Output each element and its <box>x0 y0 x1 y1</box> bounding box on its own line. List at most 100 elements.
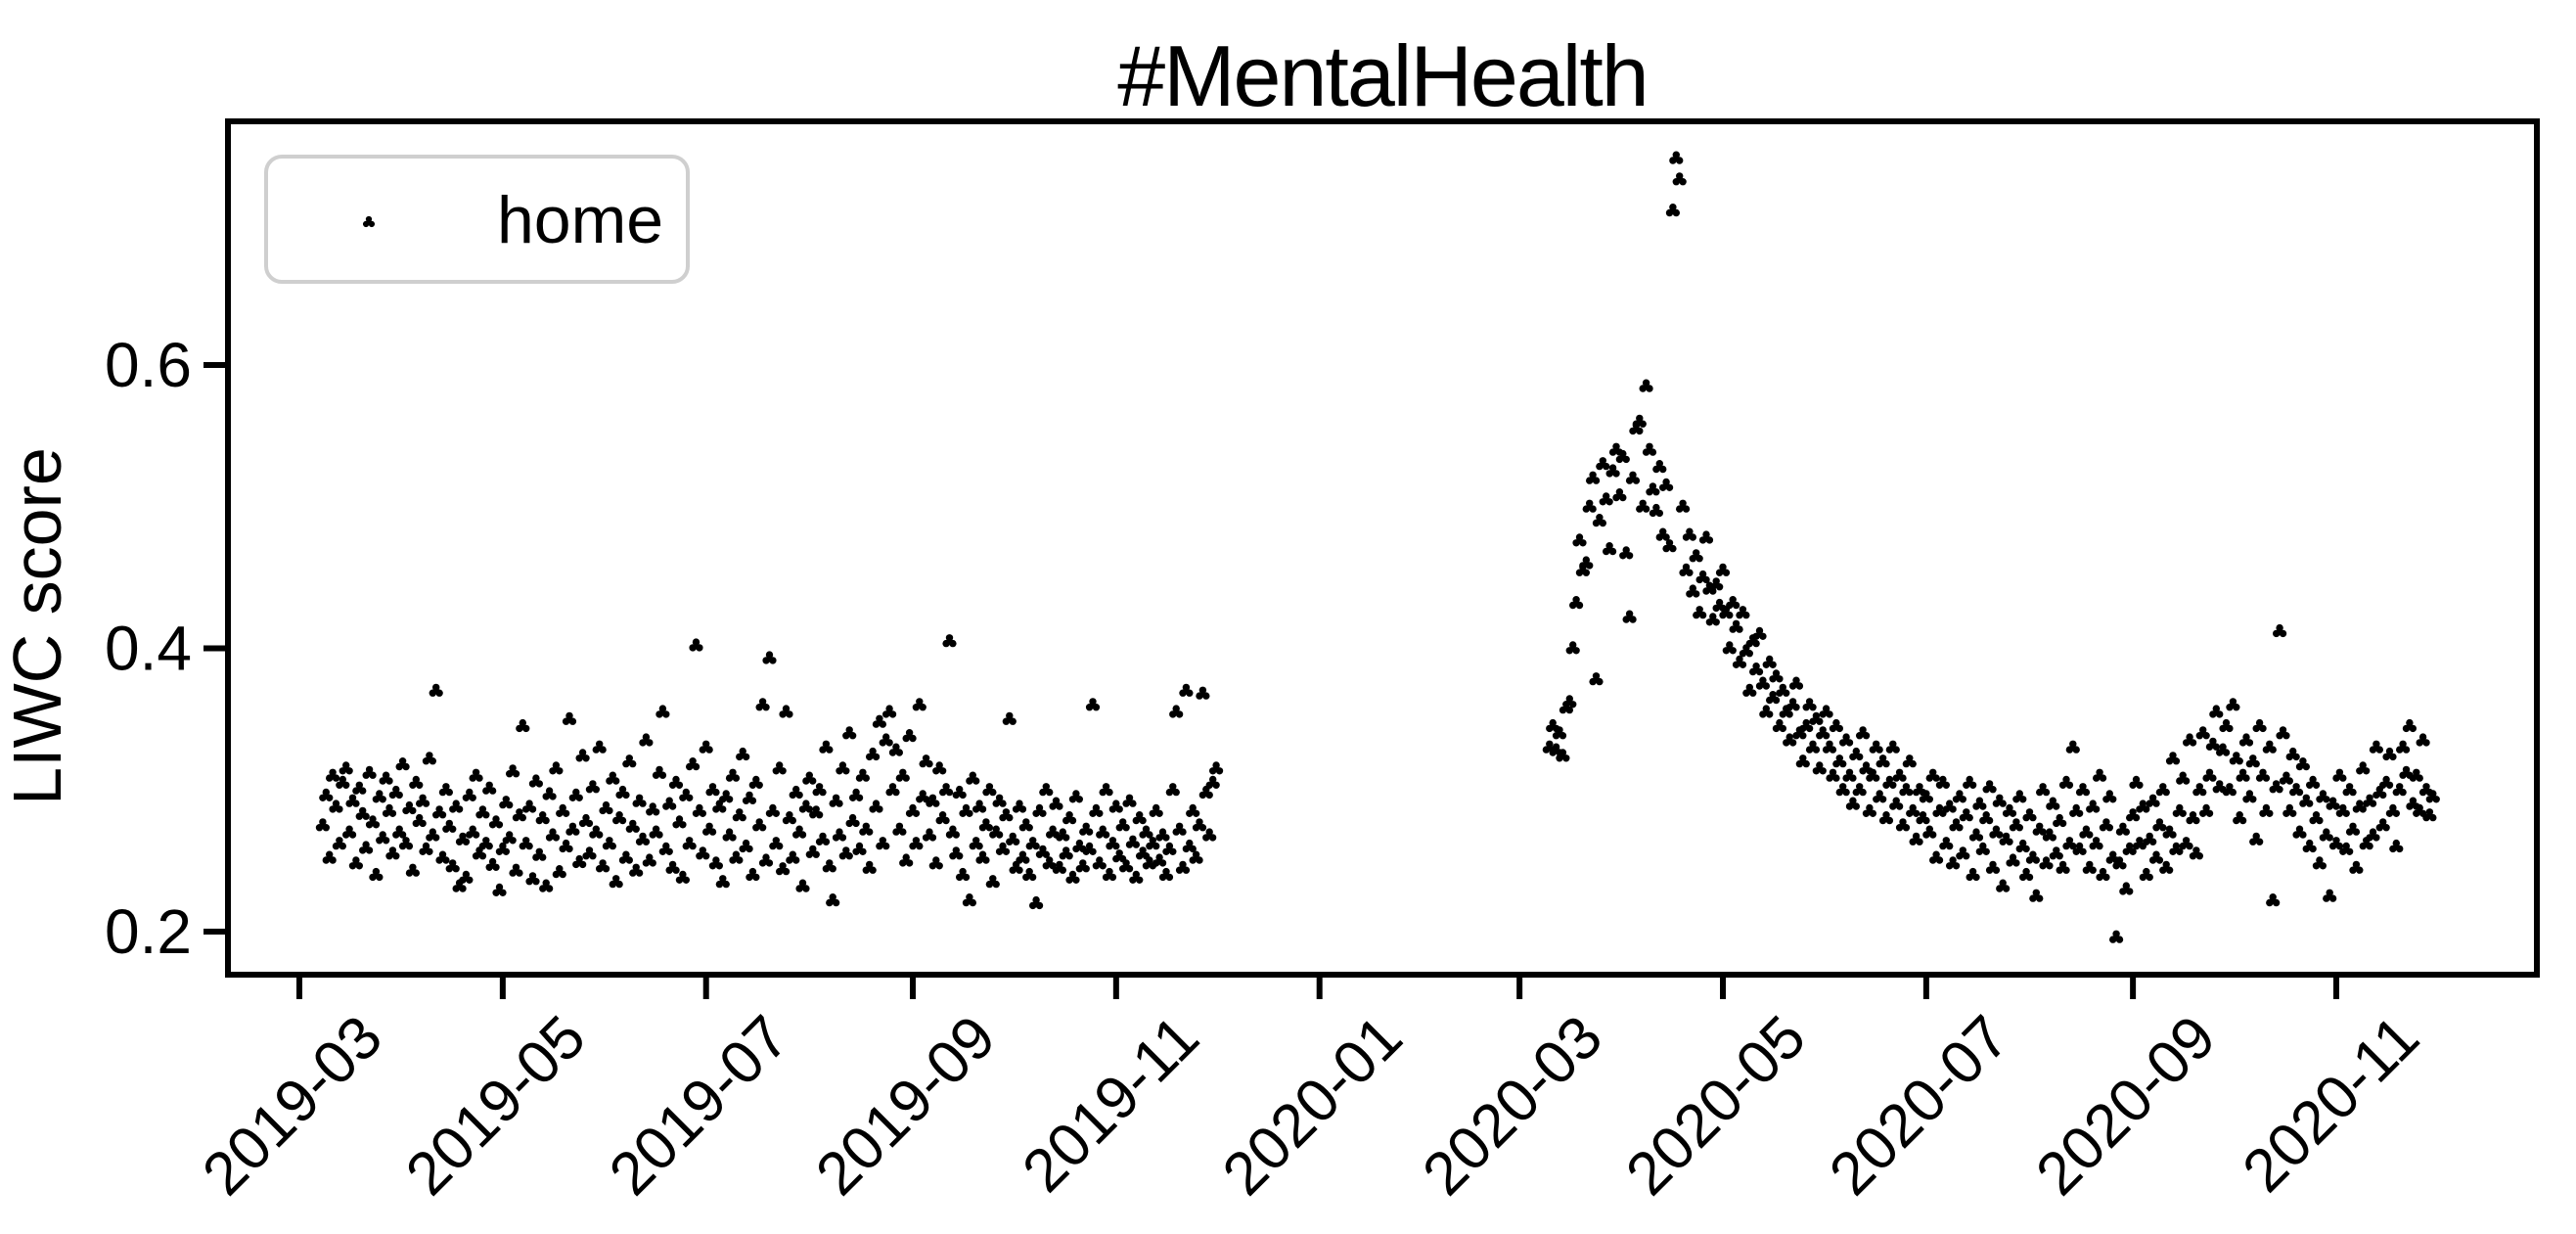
data-point <box>578 813 594 828</box>
data-point <box>426 828 440 842</box>
data-point <box>1056 828 1070 842</box>
data-point <box>892 822 907 836</box>
data-point <box>2416 733 2430 747</box>
data-point <box>2006 853 2020 867</box>
data-point <box>928 856 943 870</box>
data-point <box>2245 754 2260 768</box>
data-point <box>379 771 393 785</box>
data-point <box>739 839 753 853</box>
data-point <box>1619 546 1634 560</box>
data-point <box>1649 503 1663 518</box>
data-point <box>339 761 353 775</box>
y-tick-label: 0.4 <box>105 614 192 684</box>
data-point <box>689 638 703 652</box>
data-point <box>1972 797 1987 810</box>
data-point <box>1659 478 1674 491</box>
data-point <box>1832 754 1847 768</box>
data-point <box>686 757 700 771</box>
data-point <box>1569 596 1584 610</box>
data-point <box>1075 859 1090 873</box>
data-point <box>1992 794 2007 807</box>
data-point <box>1642 442 1657 456</box>
data-point <box>855 768 870 782</box>
data-point <box>362 765 377 779</box>
data-point <box>2312 856 2327 870</box>
data-point <box>1869 740 1883 754</box>
data-point <box>1982 780 1997 794</box>
data-point <box>1129 870 1144 884</box>
data-point <box>1835 783 1850 797</box>
data-point <box>2279 771 2293 785</box>
data-point <box>2319 828 2333 842</box>
data-point <box>812 783 827 797</box>
data-point <box>1802 698 1817 711</box>
legend-label: home <box>497 183 663 257</box>
data-point <box>2096 867 2110 882</box>
data-point <box>615 785 630 800</box>
data-point <box>435 850 450 864</box>
data-point <box>582 846 597 860</box>
data-point <box>786 850 800 864</box>
data-point <box>652 765 667 779</box>
data-point <box>2236 768 2250 782</box>
data-point <box>792 825 807 839</box>
data-point <box>522 800 537 813</box>
data-point <box>612 811 627 825</box>
data-point <box>822 859 836 873</box>
data-point <box>1085 698 1101 711</box>
data-point <box>912 698 926 711</box>
data-point <box>1856 726 1871 740</box>
data-point <box>1826 768 1840 782</box>
data-point <box>2022 808 2037 822</box>
data-point <box>1902 754 1917 768</box>
data-point <box>506 764 520 778</box>
data-point <box>1012 800 1027 813</box>
data-point <box>732 808 746 822</box>
data-point <box>2302 839 2317 853</box>
data-point <box>1679 563 1694 576</box>
data-point <box>2075 783 2091 797</box>
data-point <box>2332 768 2347 782</box>
data-point <box>1715 563 1731 576</box>
data-point <box>849 788 864 801</box>
data-point <box>919 754 933 768</box>
data-point <box>2152 818 2167 832</box>
data-point <box>1726 596 1740 610</box>
data-point <box>1873 790 1887 803</box>
data-point <box>329 800 343 813</box>
data-point <box>1065 870 1080 884</box>
data-point <box>319 788 334 801</box>
data-point <box>535 811 550 825</box>
data-point <box>1165 783 1180 797</box>
data-point <box>2273 623 2287 638</box>
data-point <box>359 841 374 854</box>
data-point <box>722 828 737 842</box>
data-point <box>736 747 750 761</box>
data-point <box>1755 676 1770 690</box>
data-point <box>2115 822 2130 836</box>
data-point <box>1762 655 1777 668</box>
data-point <box>2176 771 2191 785</box>
data-point <box>2205 737 2220 751</box>
data-point <box>1966 867 1980 882</box>
data-point <box>1975 842 1990 855</box>
data-point <box>322 850 337 864</box>
data-point <box>568 788 583 801</box>
data-point <box>1959 808 1973 822</box>
data-point <box>1016 850 1030 864</box>
data-point <box>2069 803 2084 817</box>
data-point <box>1695 570 1710 584</box>
data-point <box>1092 856 1107 870</box>
data-point <box>2172 803 2187 817</box>
data-point <box>1925 768 1940 782</box>
data-point <box>1956 846 1970 860</box>
data-point <box>2356 761 2371 775</box>
data-point <box>969 837 983 850</box>
data-point <box>782 811 796 825</box>
data-point <box>2183 733 2197 747</box>
data-point <box>565 822 580 836</box>
data-point <box>2082 860 2097 874</box>
data-point <box>2282 803 2297 817</box>
data-point <box>2345 822 2361 836</box>
